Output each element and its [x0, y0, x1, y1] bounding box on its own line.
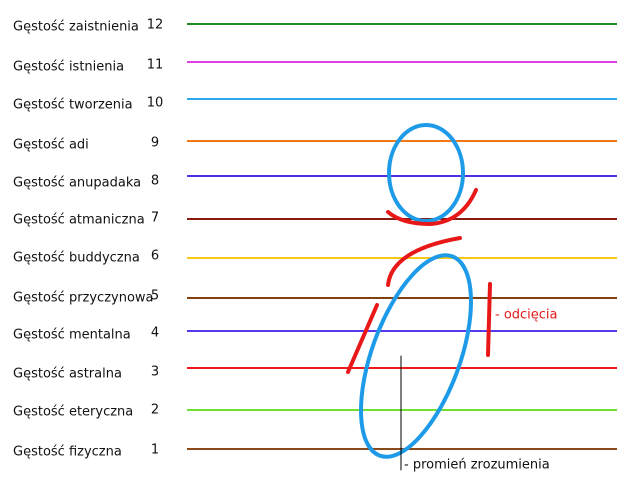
head-ellipse	[387, 123, 465, 223]
level-number: 4	[151, 326, 159, 341]
body-ellipse	[359, 253, 473, 459]
figure	[346, 123, 492, 471]
level-label: Gęstość adi	[13, 138, 89, 153]
level-label: Gęstość mentalna	[13, 328, 131, 343]
level-label: Gęstość atmaniczna	[13, 213, 145, 228]
level-number: 9	[151, 136, 159, 151]
level-label: Gęstość anupadaka	[13, 176, 141, 191]
level-number: 6	[151, 249, 159, 264]
level-label: Gęstość zaistnienia	[13, 20, 139, 35]
level-number: 2	[151, 403, 159, 418]
level-label: Gęstość przyczynowa	[13, 291, 154, 306]
red-cut	[486, 282, 492, 357]
red-cut	[346, 303, 379, 374]
red-arc	[386, 188, 478, 227]
level-number: 7	[151, 211, 159, 226]
level-label: Gęstość fizyczna	[13, 445, 122, 460]
level-number: 11	[147, 58, 164, 73]
level-number: 3	[151, 365, 159, 380]
level-label: Gęstość astralna	[13, 367, 122, 382]
level-label: Gęstość tworzenia	[13, 98, 133, 113]
level-number: 12	[147, 18, 164, 33]
annotation: - odcięcia	[495, 308, 558, 323]
level-label: Gęstość eteryczna	[13, 405, 133, 420]
level-number: 10	[147, 96, 164, 111]
red-arc	[386, 236, 462, 287]
level-number: 1	[151, 443, 159, 458]
level-label: Gęstość buddyczna	[13, 251, 140, 266]
level-label: Gęstość istnienia	[13, 60, 124, 75]
level-number: 5	[151, 289, 159, 304]
level-number: 8	[151, 174, 159, 189]
annotation: - promień zrozumienia	[404, 458, 550, 473]
